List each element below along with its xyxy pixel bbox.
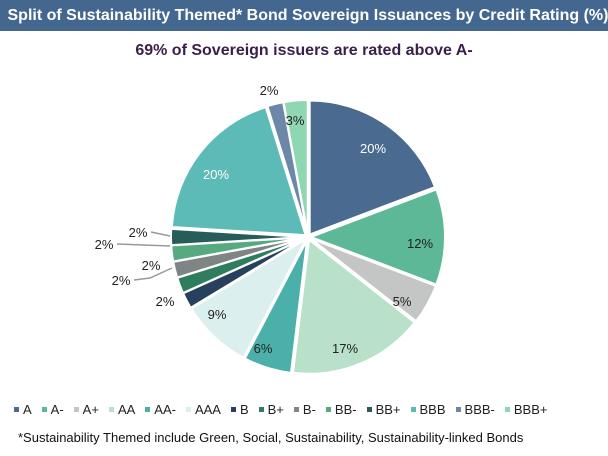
- legend-swatch: [14, 407, 19, 412]
- data-label-BBB-: 2%: [260, 83, 279, 98]
- data-label-A: 20%: [360, 141, 386, 156]
- legend-item-BB+: BB+: [366, 402, 401, 417]
- legend-label: BBB+: [513, 402, 548, 417]
- legend-item-B-: B-: [293, 402, 316, 417]
- data-label-B: 2%: [156, 294, 175, 309]
- legend-label: BB-: [334, 402, 357, 417]
- legend-item-BBB: BBB: [410, 402, 446, 417]
- legend-label: AA: [117, 402, 136, 417]
- legend-item-BBB-: BBB-: [455, 402, 495, 417]
- legend-item-BBB+: BBB+: [504, 402, 548, 417]
- legend-label: AAA: [194, 402, 221, 417]
- legend-swatch: [41, 407, 47, 412]
- legend-label: A-: [50, 402, 64, 417]
- data-label-BBB+: 3%: [286, 113, 305, 128]
- chart-subtitle: 69% of Sovereign issuers are rated above…: [135, 42, 473, 59]
- legend-swatch: [73, 407, 79, 412]
- data-label-A+: 5%: [393, 294, 412, 309]
- legend-swatch: [258, 407, 264, 412]
- pie-slice-A+: [309, 237, 438, 323]
- legend-item-B: B: [230, 402, 249, 417]
- legend-swatch: [504, 407, 510, 412]
- legend-label: AA-: [154, 402, 176, 417]
- legend-swatch: [455, 407, 461, 412]
- data-label-AA: 17%: [332, 341, 358, 356]
- legend-swatch: [410, 407, 416, 412]
- leader-line: [150, 231, 171, 237]
- pie-slice-A: [308, 99, 437, 236]
- legend-swatch: [366, 407, 372, 412]
- chart-title: Split of Sustainability Themed* Bond Sov…: [7, 7, 608, 24]
- data-label-AAA: 9%: [208, 307, 227, 322]
- footnote: *Sustainability Themed include Green, So…: [18, 430, 524, 445]
- pie-slice-BBB: [170, 105, 308, 237]
- legend-swatch: [185, 407, 191, 412]
- legend-swatch: [293, 407, 299, 412]
- legend-label: A: [23, 402, 32, 417]
- legend-item-A+: A+: [73, 402, 99, 417]
- legend-label: B: [239, 402, 249, 417]
- data-label-AA-: 6%: [254, 341, 273, 356]
- pie-slice-AA: [291, 237, 417, 375]
- pie-chart: 20% 12% 5% 17% 6% 9% 2% 2% 2% 2% 2% 20% 2% 3%: [95, 83, 446, 375]
- leader-line: [116, 243, 171, 247]
- data-label-BB+: 2%: [129, 225, 148, 240]
- pie-slice-BBB+: [282, 99, 309, 235]
- chart-title-banner: Split of Sustainability Themed* Bond Sov…: [0, 0, 608, 31]
- legend: A A- A+ AA AA- AAA B B+ B- BB- BB+ BBB BBB- BBB+: [14, 402, 604, 417]
- pie-slice-A-: [308, 188, 446, 286]
- legend-label: BBB-: [464, 402, 495, 417]
- data-label-B+: 2%: [112, 273, 131, 288]
- data-label-BBB: 20%: [203, 167, 229, 182]
- legend-label: B-: [302, 402, 316, 417]
- legend-label: BB+: [375, 402, 401, 417]
- data-label-BB-: 2%: [95, 237, 114, 252]
- legend-item-B+: B+: [258, 402, 284, 417]
- legend-swatch: [325, 407, 331, 412]
- pie-slice-AAA: [189, 236, 309, 360]
- legend-swatch: [145, 407, 151, 412]
- legend-item-A: A: [14, 402, 32, 417]
- legend-label: A+: [82, 402, 99, 417]
- leader-line: [133, 267, 173, 281]
- data-label-B-: 2%: [142, 258, 161, 273]
- legend-item-AA-: AA-: [145, 402, 176, 417]
- legend-item-AA: AA: [108, 402, 136, 417]
- pie-slice-BB+: [169, 227, 306, 247]
- data-label-A-: 12%: [407, 236, 433, 251]
- legend-swatch: [108, 407, 114, 412]
- pie-slice-AA-: [243, 239, 309, 375]
- legend-item-BB-: BB-: [325, 402, 357, 417]
- legend-item-A-: A-: [41, 402, 64, 417]
- legend-label: B+: [267, 402, 284, 417]
- legend-swatch: [230, 407, 236, 412]
- legend-item-AAA: AAA: [185, 402, 221, 417]
- legend-label: BBB: [419, 402, 446, 417]
